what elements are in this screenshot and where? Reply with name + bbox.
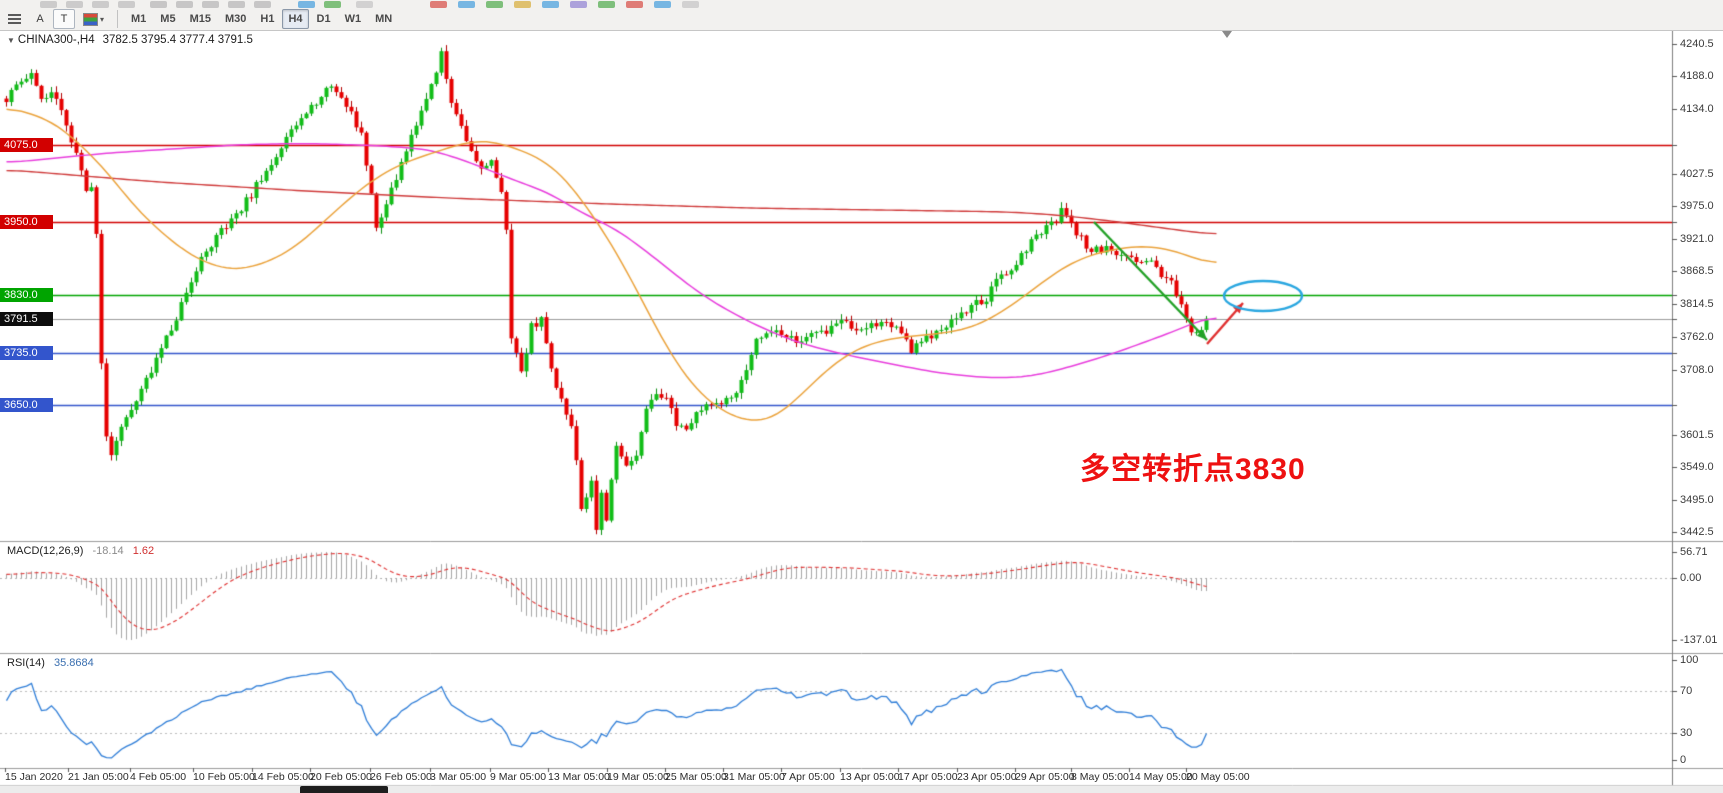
ohlc-values: 3782.5 3795.4 3777.4 3791.5 <box>102 34 253 46</box>
palette-icon <box>83 12 98 26</box>
timeframe-button-h1[interactable]: H1 <box>254 9 280 29</box>
macd-label: MACD(12,26,9) <box>7 545 84 557</box>
toolbar-icon-fragment <box>542 1 559 8</box>
rsi-indicator-header: RSI(14) 35.8684 <box>7 657 94 669</box>
timeframe-button-h4[interactable]: H4 <box>282 9 309 29</box>
bar-chart-mode-button[interactable] <box>2 9 27 29</box>
toolbar-icon-fragment <box>324 1 341 8</box>
toolbar-icon-fragment <box>92 1 109 8</box>
toolbar: A T ▾ M1 M5 M15 M30 H1 H4 D1 W1 MN <box>0 0 1723 31</box>
clipped-toolbar-icons <box>0 0 1723 9</box>
toolbar-icon-fragment <box>150 1 167 8</box>
toolbar-icon-fragment <box>228 1 245 8</box>
timeframe-button-m1[interactable]: M1 <box>125 9 152 29</box>
taskbar-fragment <box>300 786 388 793</box>
toolbar-icon-fragment <box>598 1 615 8</box>
timeframe-button-m15[interactable]: M15 <box>184 9 217 29</box>
toolbar-icon-fragment <box>202 1 219 8</box>
toolbar-icon-fragment <box>430 1 447 8</box>
dropdown-arrow-icon: ▾ <box>100 14 105 24</box>
rsi-label: RSI(14) <box>7 657 45 669</box>
macd-indicator-header: MACD(12,26,9) -18.14 1.62 <box>7 545 154 557</box>
timeframe-button-m5[interactable]: M5 <box>154 9 181 29</box>
macd-main-value: -18.14 <box>92 545 124 557</box>
timeframe-button-group: M1 M5 M15 M30 H1 H4 D1 W1 MN <box>125 9 398 29</box>
toolbar-icon-fragment <box>176 1 193 8</box>
toolbar-separator <box>117 10 119 28</box>
toolbar-icon-fragment <box>682 1 699 8</box>
status-strip <box>0 786 1723 793</box>
toolbar-icon-fragment <box>118 1 135 8</box>
chart-menu-icon[interactable]: ▼ <box>7 36 15 45</box>
text-tool-button[interactable]: T <box>53 9 75 29</box>
toolbar-icon-fragment <box>514 1 531 8</box>
timeframe-button-mn[interactable]: MN <box>369 9 398 29</box>
annotation-text-note: 多空转折点3830 <box>1080 453 1306 486</box>
toolbar-row: A T ▾ M1 M5 M15 M30 H1 H4 D1 W1 MN <box>2 8 398 30</box>
symbol-timeframe-label: CHINA300-,H4 <box>17 34 95 46</box>
toolbar-icon-fragment <box>486 1 503 8</box>
macd-signal-value: 1.62 <box>132 545 155 557</box>
toolbar-icon-fragment <box>66 1 83 8</box>
colors-button[interactable]: ▾ <box>77 9 110 29</box>
chart-symbol-header: ▼ CHINA300-,H4 3782.5 3795.4 3777.4 3791.5 <box>7 34 253 46</box>
toolbar-icon-fragment <box>458 1 475 8</box>
chart-shift-marker[interactable] <box>1222 31 1232 38</box>
bars-icon <box>8 13 21 25</box>
timeframe-button-d1[interactable]: D1 <box>311 9 337 29</box>
rsi-value: 35.8684 <box>53 657 94 669</box>
toolbar-icon-fragment <box>654 1 671 8</box>
toolbar-icon-fragment <box>40 1 57 8</box>
annotate-a-button[interactable]: A <box>29 9 51 29</box>
timeframe-button-w1[interactable]: W1 <box>339 9 368 29</box>
toolbar-icon-fragment <box>298 1 315 8</box>
toolbar-icon-fragment <box>570 1 587 8</box>
toolbar-icon-fragment <box>356 1 373 8</box>
timeframe-button-m30[interactable]: M30 <box>219 9 252 29</box>
toolbar-icon-fragment <box>626 1 643 8</box>
toolbar-icon-fragment <box>254 1 271 8</box>
